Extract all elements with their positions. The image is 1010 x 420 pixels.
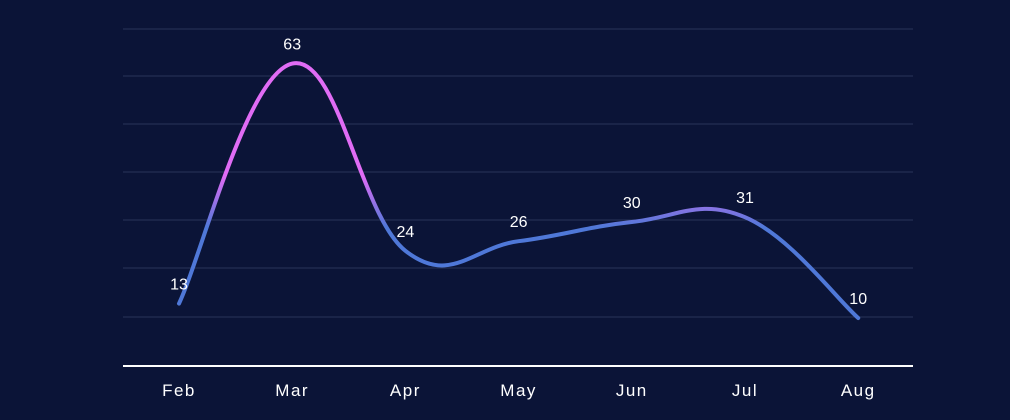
data-labels: 13 63 24 26 30 31 10 — [170, 37, 867, 308]
x-tick-label: Jun — [616, 381, 648, 400]
data-label: 13 — [170, 277, 188, 294]
x-tick-label: Apr — [390, 381, 421, 400]
x-tick-label: Mar — [275, 381, 309, 400]
data-label: 31 — [736, 190, 754, 207]
x-tick-label: May — [500, 381, 537, 400]
data-label: 30 — [623, 195, 641, 212]
x-tick-label: Feb — [162, 381, 196, 400]
drop-lines — [178, 63, 859, 366]
data-label: 24 — [397, 224, 415, 241]
x-axis-ticks: Feb Mar Apr May Jun Jul Aug — [162, 381, 876, 400]
series-line — [177, 61, 861, 320]
data-label: 10 — [849, 291, 867, 308]
data-label: 26 — [510, 214, 528, 231]
x-tick-label: Jul — [732, 381, 758, 400]
x-tick-label: Aug — [841, 381, 876, 400]
grid — [123, 28, 913, 367]
data-label: 63 — [283, 37, 301, 54]
series-line-layer — [177, 61, 861, 320]
